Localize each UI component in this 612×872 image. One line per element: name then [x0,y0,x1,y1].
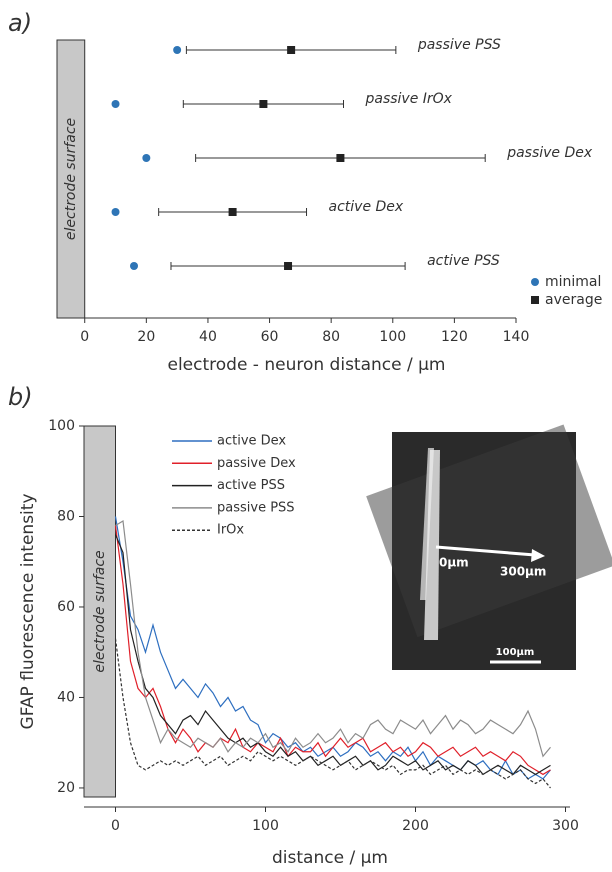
legend-label: active Dex [217,434,286,449]
legend-label: active PSS [217,478,285,493]
data-line [114,638,551,789]
y-axis-label: GFAP fluorescence intensity [18,494,38,730]
legend-label: average [545,292,602,308]
panel-label: b) [8,383,33,411]
x-tick-label: 200 [402,818,429,834]
annotation: electrode surface [92,550,108,672]
x-axis-label: electrode - neuron distance / µm [167,355,445,375]
x-tick-label: 0 [111,818,120,834]
category-label: active Dex [329,199,404,215]
legend-marker [531,296,539,304]
legend-label: passive PSS [217,500,295,515]
x-tick-label: 0 [80,329,89,345]
x-tick-label: 100 [379,329,406,345]
x-tick-label: 120 [441,329,468,345]
category-label: passive Dex [506,145,593,161]
data-line [114,525,551,776]
x-tick-label: 140 [503,329,530,345]
average-marker [259,100,268,108]
x-tick-label: 80 [322,329,340,345]
category-label: active PSS [427,253,500,269]
y-tick-label: 100 [48,418,75,434]
data-line [114,534,551,776]
x-tick-label: 300 [552,818,579,834]
minimal-marker [142,154,151,162]
panel-label: a) [8,9,32,37]
electrode-surface [83,425,116,798]
y-tick-label: 20 [57,780,75,796]
legend-marker [531,278,539,286]
legend-label: IrOx [217,523,244,538]
x-tick-label: 20 [137,329,155,345]
electrode-surface [56,39,86,319]
category-label: passive IrOx [364,91,452,107]
y-tick-label: 40 [57,689,75,705]
inset-label: 300µm [500,565,546,579]
average-marker [284,262,293,270]
minimal-marker [130,262,139,270]
x-tick-label: 60 [261,329,279,345]
minimal-marker [111,100,120,108]
inset-label: 0µm [439,556,469,570]
x-tick-label: 40 [199,329,217,345]
average-marker [287,46,296,54]
x-tick-label: 100 [252,818,279,834]
annotation: electrode surface [63,118,79,240]
x-axis-label: distance / µm [272,848,388,868]
y-tick-label: 80 [57,508,75,524]
minimal-marker [111,208,120,216]
inset-label: 100µm [496,647,535,658]
legend-label: minimal [545,274,601,290]
inset-image [366,424,612,670]
y-tick-label: 60 [57,599,75,615]
minimal-marker [173,46,182,54]
category-label: passive PSS [417,37,501,53]
average-marker [336,154,345,162]
data-line [115,520,551,758]
average-marker [228,208,237,216]
legend-label: passive Dex [217,456,296,471]
